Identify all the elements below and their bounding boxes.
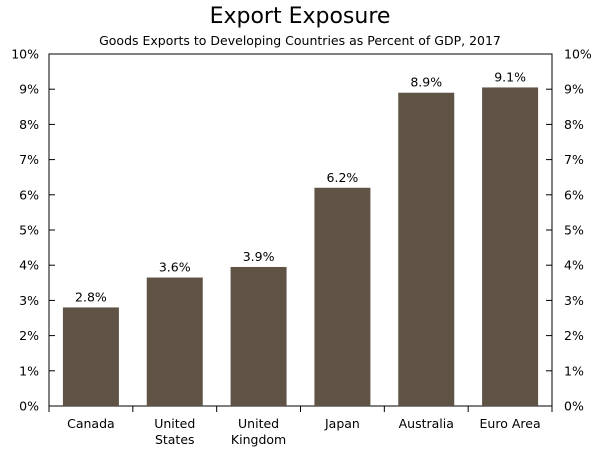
- data-label: 3.6%: [159, 260, 191, 275]
- y-tick-label-left: 9%: [19, 82, 39, 97]
- y-tick-label-right: 6%: [564, 187, 584, 202]
- y-tick-label-right: 8%: [564, 117, 584, 132]
- bar: [398, 92, 455, 406]
- plot-frame: [48, 53, 553, 407]
- y-tick-label-left: 10%: [11, 47, 39, 62]
- x-tick-label: Euro Area: [480, 416, 541, 431]
- bar: [62, 307, 119, 406]
- data-label: 8.9%: [410, 75, 442, 90]
- data-label: 6.2%: [327, 170, 359, 185]
- data-label: 9.1%: [494, 69, 526, 84]
- y-tick-label-left: 7%: [19, 152, 39, 167]
- x-tick-label: United: [238, 416, 279, 431]
- y-tick-label-left: 4%: [19, 258, 39, 273]
- y-tick-label-right: 0%: [564, 399, 584, 414]
- y-tick-label-right: 3%: [564, 293, 584, 308]
- y-tick-label-right: 5%: [564, 223, 584, 238]
- y-tick-label-left: 0%: [19, 399, 39, 414]
- y-tick-label-left: 1%: [19, 363, 39, 378]
- data-label: 3.9%: [243, 249, 275, 264]
- bar: [230, 266, 287, 406]
- y-tick-label-right: 7%: [564, 152, 584, 167]
- x-tick-label: Japan: [324, 416, 360, 431]
- y-tick-label-right: 2%: [564, 328, 584, 343]
- y-tick-label-left: 2%: [19, 328, 39, 343]
- bar: [314, 187, 371, 406]
- x-tick-label: States: [155, 432, 195, 447]
- bar: [146, 277, 203, 406]
- x-tick-label: Australia: [399, 416, 454, 431]
- y-tick-label-right: 4%: [564, 258, 584, 273]
- x-tick-label: United: [154, 416, 195, 431]
- y-tick-label-right: 9%: [564, 82, 584, 97]
- y-tick-label-left: 8%: [19, 117, 39, 132]
- x-tick-label: Kingdom: [231, 432, 286, 447]
- chart-subtitle: Goods Exports to Developing Countries as…: [99, 33, 501, 48]
- y-tick-label-left: 5%: [19, 223, 39, 238]
- x-tick-label: Canada: [67, 416, 115, 431]
- y-tick-label-right: 1%: [564, 363, 584, 378]
- y-tick-label-right: 10%: [564, 47, 592, 62]
- bar: [482, 87, 539, 406]
- chart-title: Export Exposure: [209, 4, 391, 29]
- y-tick-label-left: 3%: [19, 293, 39, 308]
- y-tick-label-left: 6%: [19, 187, 39, 202]
- data-label: 2.8%: [75, 289, 107, 304]
